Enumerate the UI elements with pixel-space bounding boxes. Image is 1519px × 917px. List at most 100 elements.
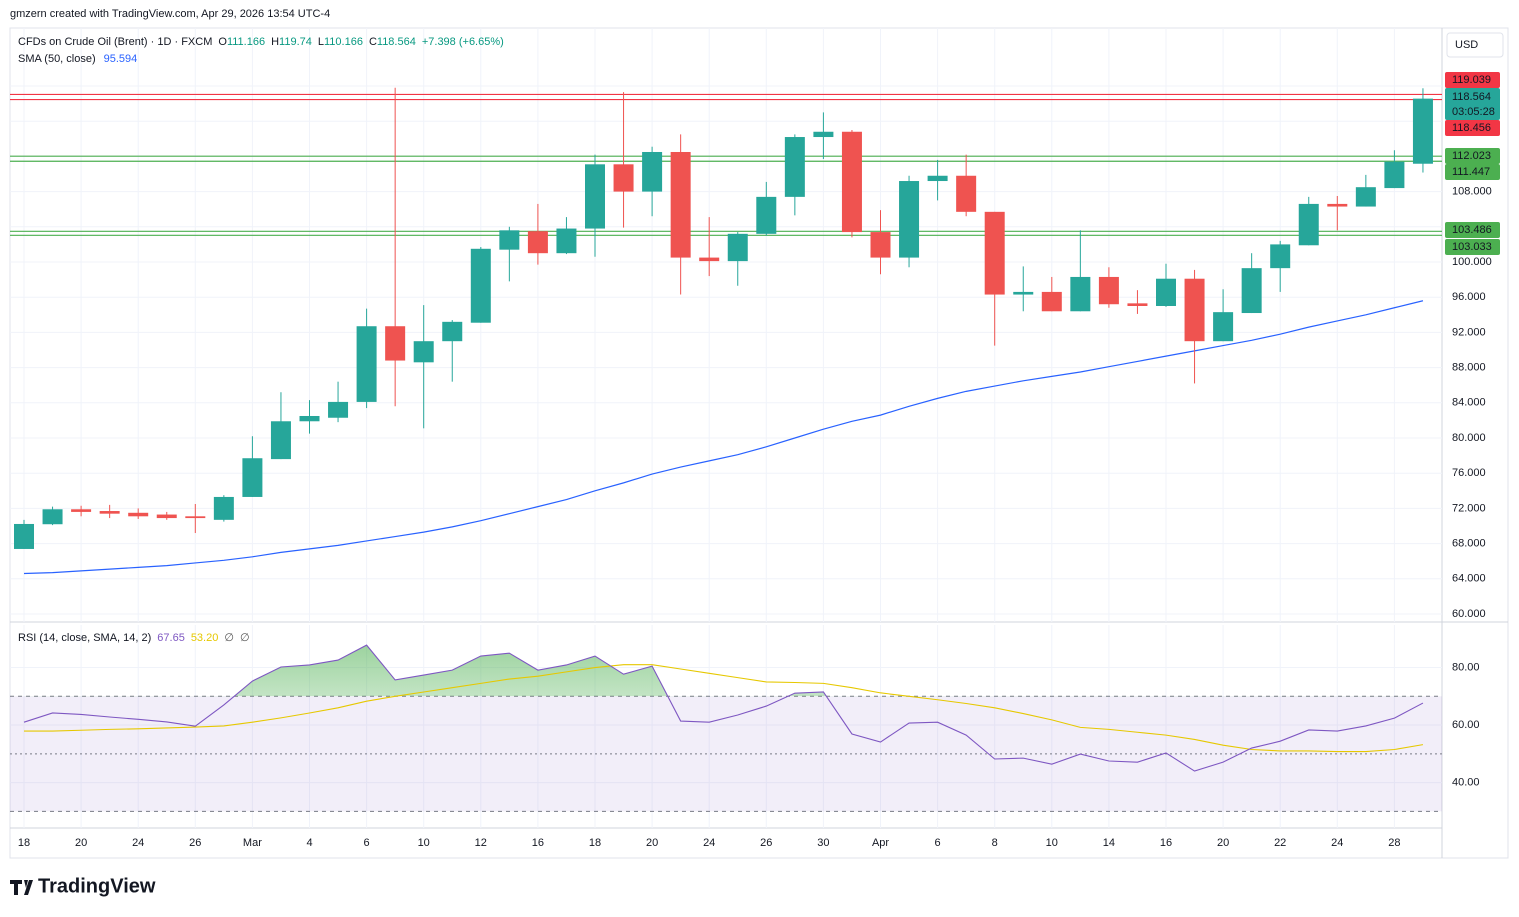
currency[interactable]: USD	[1455, 39, 1478, 51]
candle-body	[1013, 291, 1034, 295]
x-tick-label: 18	[18, 837, 30, 849]
candle-body	[984, 211, 1005, 295]
price-badge-label: 118.456	[1452, 122, 1491, 134]
x-tick-label: 24	[1331, 837, 1343, 849]
legend-item: +7.398 (+6.65%)	[422, 36, 504, 48]
y-tick-label: 80.00	[1452, 661, 1480, 673]
candle-body	[413, 341, 434, 363]
legend-item: 110.166	[324, 36, 363, 48]
y-tick-label: 88.000	[1452, 361, 1486, 373]
candle-body	[71, 509, 92, 512]
candle-body	[1270, 244, 1291, 269]
candle-body	[927, 175, 948, 182]
legend-item: 118.564	[377, 36, 416, 48]
x-tick-label: 24	[132, 837, 144, 849]
price-badge	[1445, 72, 1500, 88]
y-tick-label: 108.000	[1452, 185, 1492, 197]
legend-item: H	[271, 36, 279, 48]
candle-body	[185, 516, 206, 519]
x-tick-label: 8	[992, 837, 998, 849]
x-tick-label: 22	[1274, 837, 1286, 849]
candle-body	[213, 496, 234, 520]
x-tick-label: 16	[532, 837, 544, 849]
x-tick-label: 20	[75, 837, 87, 849]
legend: CFDs on Crude Oil (Brent) · 1D · FXCM O11…	[18, 36, 504, 48]
candle-body	[756, 196, 777, 234]
candle-body	[956, 175, 977, 212]
x-tick-label: Mar	[243, 837, 262, 849]
last-price: 118.564	[1452, 91, 1491, 103]
x-tick-label: 20	[646, 837, 658, 849]
x-tick-label: 4	[306, 837, 312, 849]
y-tick-label: 84.000	[1452, 397, 1486, 409]
sma-legend: SMA (50, close) 95.594	[18, 53, 137, 65]
price-badge	[1445, 148, 1500, 164]
countdown: 03:05:28	[1452, 106, 1495, 118]
candle-body	[499, 230, 520, 250]
legend-item: 119.74	[279, 36, 312, 48]
candle-body	[556, 228, 577, 254]
y-tick-label: 60.00	[1452, 719, 1480, 731]
attribution: gmzern created with TradingView.com, Apr…	[10, 8, 330, 20]
legend-item: ∅	[224, 632, 234, 644]
candle-body	[1098, 276, 1119, 305]
candle-body	[784, 137, 805, 197]
x-tick-label: 24	[703, 837, 715, 849]
legend-item: L	[318, 36, 324, 48]
legend-item: ∅	[240, 632, 250, 644]
candle-body	[870, 232, 891, 258]
y-tick-label: 68.000	[1452, 537, 1486, 549]
candle-body	[585, 164, 605, 229]
legend-item: 111.166	[227, 36, 265, 48]
price-badge-label: 112.023	[1452, 150, 1491, 162]
rsi-line	[24, 664, 1424, 753]
y-tick-label: 80.000	[1452, 432, 1486, 444]
candle-body	[1327, 203, 1348, 207]
candle-body	[1298, 203, 1319, 246]
candle-body	[1070, 276, 1091, 312]
overbought-fill	[24, 645, 1423, 697]
last-price-badge	[1445, 88, 1500, 120]
price-badge-label: 111.447	[1452, 166, 1490, 178]
candle-body	[242, 458, 263, 497]
legend-item: RSI (14, close, SMA, 14, 2)	[18, 632, 151, 644]
x-tick-label: 28	[1388, 837, 1400, 849]
frame	[9, 27, 1509, 859]
rsi-legend: RSI (14, close, SMA, 14, 2) 67.65 53.20 ∅ ∅	[18, 632, 250, 644]
currency-button[interactable]	[1446, 32, 1504, 58]
y-tick-label: 64.000	[1452, 573, 1486, 585]
candle-body	[613, 164, 634, 192]
candle-body	[527, 231, 548, 254]
y-tick-label: 60.000	[1452, 608, 1486, 620]
candle-body	[813, 131, 834, 138]
candle-body	[42, 509, 63, 525]
candle-body	[1041, 291, 1062, 312]
candle-body	[1355, 187, 1376, 207]
candle-body	[328, 401, 349, 418]
y-tick-label: 92.000	[1452, 326, 1486, 338]
x-tick-label: 10	[1046, 837, 1058, 849]
price-badge-label: 119.039	[1452, 74, 1491, 86]
candle-body	[14, 523, 34, 549]
candle-body	[642, 151, 663, 192]
price-badge	[1445, 222, 1500, 238]
candle-body	[727, 233, 748, 262]
candle-body	[1412, 98, 1433, 164]
candle-body	[670, 151, 691, 258]
legend-item: O	[218, 36, 227, 48]
legend-item: CFDs on Crude Oil (Brent) · 1D · FXCM	[18, 36, 212, 48]
logo-text: TradingView	[38, 875, 156, 897]
y-tick-label: 76.000	[1452, 467, 1486, 479]
candle-body	[699, 257, 720, 262]
x-tick-label: 6	[935, 837, 941, 849]
candle-body	[1241, 268, 1262, 314]
x-tick-label: 26	[760, 837, 772, 849]
candle-body	[128, 512, 149, 517]
price-badge	[1445, 120, 1500, 136]
candle-body	[299, 415, 320, 422]
legend-item: SMA (50, close)	[18, 53, 96, 65]
legend-item: 67.65	[157, 632, 185, 644]
x-tick-label: 16	[1160, 837, 1172, 849]
y-tick-label: 72.000	[1452, 502, 1486, 514]
